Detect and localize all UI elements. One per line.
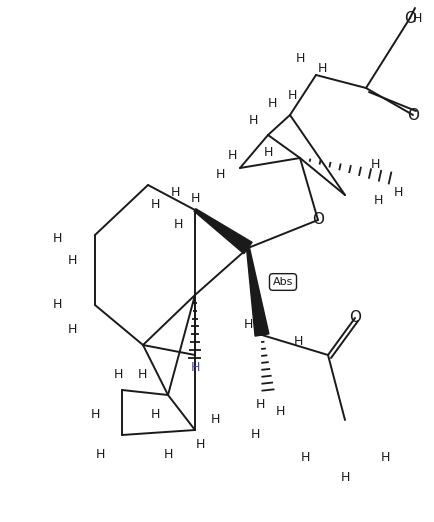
- Polygon shape: [194, 209, 251, 254]
- Text: H: H: [286, 89, 296, 101]
- Polygon shape: [246, 248, 268, 336]
- Text: H: H: [215, 169, 224, 182]
- Text: O: O: [311, 212, 323, 228]
- Text: H: H: [163, 448, 172, 461]
- Text: H: H: [67, 324, 76, 337]
- Text: H: H: [248, 113, 257, 126]
- Text: H: H: [52, 231, 62, 244]
- Text: Abs: Abs: [272, 277, 293, 287]
- Text: H: H: [255, 398, 264, 411]
- Text: H: H: [210, 413, 219, 426]
- Text: H: H: [369, 159, 379, 172]
- Text: O: O: [406, 108, 418, 123]
- Text: H: H: [372, 194, 382, 207]
- Text: H: H: [379, 452, 389, 465]
- Text: H: H: [150, 198, 159, 211]
- Text: H: H: [299, 452, 309, 465]
- Text: H: H: [170, 186, 179, 199]
- Text: H: H: [150, 409, 159, 421]
- Text: H: H: [411, 11, 421, 25]
- Text: O: O: [348, 311, 360, 326]
- Text: H: H: [316, 62, 326, 75]
- Text: H: H: [227, 148, 236, 161]
- Text: H: H: [137, 369, 146, 382]
- Text: H: H: [113, 369, 122, 382]
- Text: H: H: [339, 471, 349, 484]
- Text: H: H: [293, 336, 302, 349]
- Text: H: H: [190, 192, 199, 205]
- Text: H: H: [173, 219, 182, 231]
- Text: H: H: [275, 406, 284, 419]
- Text: H: H: [90, 409, 99, 421]
- Text: H: H: [250, 429, 259, 442]
- Text: H: H: [95, 448, 105, 461]
- Text: H: H: [267, 97, 276, 110]
- Text: H: H: [67, 254, 76, 267]
- Text: H: H: [190, 362, 199, 374]
- Text: H: H: [263, 146, 272, 159]
- Text: H: H: [295, 52, 304, 65]
- Text: H: H: [392, 185, 402, 198]
- Text: H: H: [52, 299, 62, 312]
- Text: O: O: [403, 10, 415, 26]
- Text: H: H: [243, 318, 252, 331]
- Text: H: H: [195, 438, 204, 452]
